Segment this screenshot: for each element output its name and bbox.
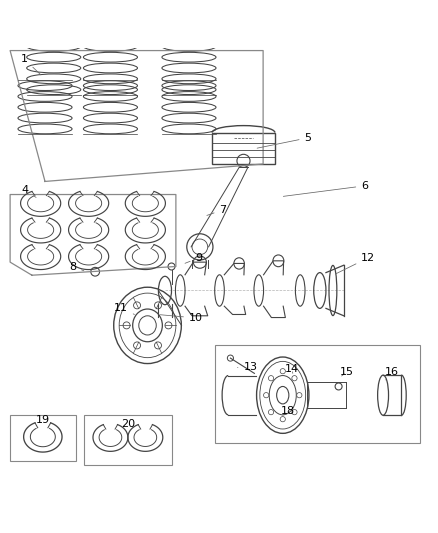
- Circle shape: [279, 369, 285, 374]
- Text: 1: 1: [21, 54, 41, 75]
- Bar: [212, 133, 274, 164]
- Text: 19: 19: [35, 415, 50, 425]
- Bar: [215, 345, 419, 443]
- Text: 7: 7: [206, 205, 226, 215]
- Text: 14: 14: [284, 364, 298, 374]
- Text: 15: 15: [339, 367, 353, 377]
- Circle shape: [268, 409, 273, 415]
- Text: 8: 8: [69, 262, 84, 271]
- Text: 16: 16: [385, 367, 398, 380]
- Circle shape: [168, 263, 175, 270]
- Circle shape: [91, 268, 99, 276]
- Bar: [10, 415, 75, 461]
- Text: 18: 18: [280, 406, 294, 416]
- Text: 12: 12: [335, 253, 374, 274]
- Circle shape: [296, 393, 301, 398]
- Circle shape: [279, 417, 285, 422]
- Text: 11: 11: [114, 303, 134, 314]
- Circle shape: [227, 355, 233, 361]
- Text: 13: 13: [237, 362, 257, 372]
- Text: 10: 10: [160, 313, 202, 323]
- Bar: [84, 415, 171, 465]
- Text: 6: 6: [283, 181, 367, 196]
- Text: 5: 5: [257, 133, 311, 148]
- Circle shape: [291, 409, 297, 415]
- Text: 4: 4: [21, 185, 36, 197]
- Circle shape: [334, 383, 341, 390]
- Circle shape: [268, 376, 273, 381]
- Text: 20: 20: [120, 419, 134, 430]
- Circle shape: [291, 376, 297, 381]
- Circle shape: [263, 393, 268, 398]
- Text: 9: 9: [184, 253, 202, 263]
